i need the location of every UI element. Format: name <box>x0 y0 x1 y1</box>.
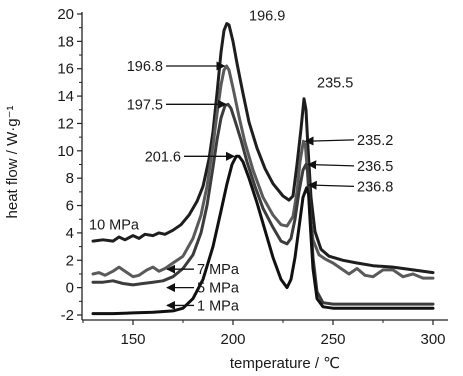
y-tick-label: 14 <box>57 88 74 105</box>
peak-label: 236.5 <box>357 159 393 175</box>
y-tick-label: 12 <box>57 115 74 132</box>
peak-arrow <box>307 160 355 170</box>
peak-arrow <box>304 136 355 146</box>
series-line-10-mpa <box>91 22 435 275</box>
x-tick-label: 300 <box>420 331 445 348</box>
series-line-7-mpa <box>91 64 435 280</box>
x-tick-label: 150 <box>120 331 145 348</box>
series-label: 5 MPa <box>197 281 240 297</box>
peak-label: 235.2 <box>357 133 393 149</box>
y-tick-label: 8 <box>66 170 74 187</box>
y-tick-label: 4 <box>66 225 74 242</box>
peak-label: 201.6 <box>145 149 181 165</box>
y-tick-label: 16 <box>57 61 74 78</box>
y-tick-label: -2 <box>61 307 74 324</box>
peak-label: 197.5 <box>127 97 163 113</box>
y-tick-label: 6 <box>66 198 74 215</box>
series-label: 10 MPa <box>89 218 140 234</box>
x-tick-label: 250 <box>320 331 345 348</box>
peak-arrow <box>307 180 355 190</box>
peak-label: 196.8 <box>127 59 163 75</box>
peak-label: 235.5 <box>317 75 353 91</box>
peak-label: 236.8 <box>357 179 393 195</box>
y-tick-label: 20 <box>57 6 74 23</box>
y-tick-label: 18 <box>57 33 74 50</box>
series-label: 7 MPa <box>197 262 240 278</box>
x-axis-label: temperature / ℃ <box>230 355 340 372</box>
y-tick-label: 10 <box>57 143 74 160</box>
x-tick-label: 200 <box>220 331 245 348</box>
y-tick-label: 0 <box>66 280 74 297</box>
y-axis-label: heat flow / W·g⁻¹ <box>4 106 21 219</box>
series-line-1-mpa <box>91 154 435 316</box>
peak-label: 196.9 <box>249 8 285 24</box>
y-tick-label: 2 <box>66 252 74 269</box>
series-label: 1 MPa <box>197 298 240 314</box>
